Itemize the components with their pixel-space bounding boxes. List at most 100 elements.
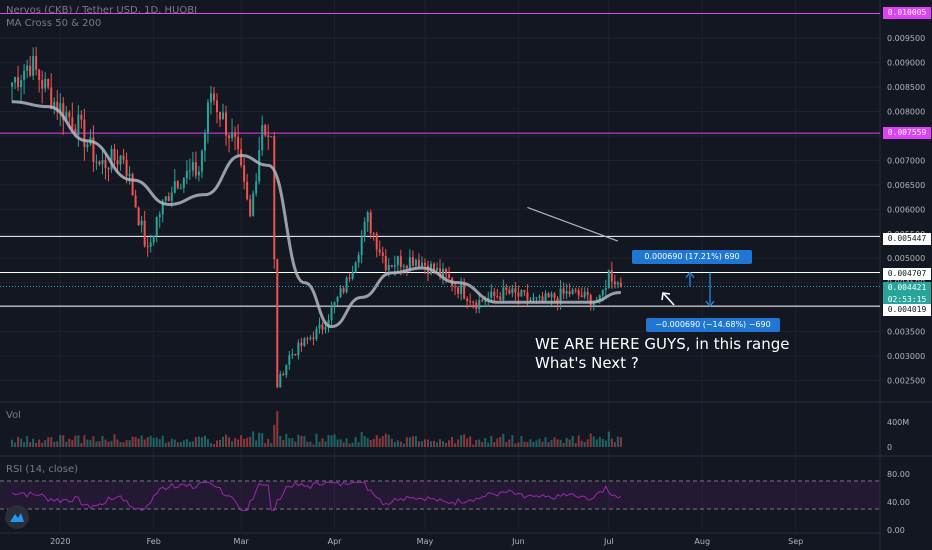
volume-bar [502, 433, 505, 447]
candle-body [185, 170, 188, 179]
volume-bar [80, 443, 83, 447]
candle-body [107, 168, 110, 170]
volume-bar [17, 436, 20, 447]
time-axis-label: Apr [328, 537, 343, 546]
candle-body [291, 353, 294, 356]
indicator-legend[interactable]: MA Cross 50 & 200 [6, 18, 102, 29]
annotation-line-1[interactable]: WE ARE HERE GUYS, in this range [535, 335, 790, 353]
candle-body [77, 114, 80, 136]
volume-bar [128, 440, 131, 447]
candle-body [215, 100, 218, 113]
candle-body [71, 117, 74, 129]
volume-bar [610, 438, 613, 447]
measure-up-box[interactable]: 0.000690 (17.21%) 690 [632, 250, 752, 264]
volume-bar [155, 437, 158, 447]
candle-body [408, 257, 411, 269]
volume-bar [499, 436, 502, 447]
volume-bar [556, 439, 559, 447]
time-axis-label: Jun [511, 537, 525, 546]
volume-bar [375, 435, 378, 447]
volume-bar [11, 439, 14, 447]
volume-bar [152, 437, 155, 447]
candle-body [209, 93, 212, 103]
volume-bar [553, 437, 556, 447]
candle-body [74, 128, 77, 136]
candle-body [285, 364, 288, 376]
candle-body [604, 287, 607, 291]
volume-bar [113, 434, 116, 447]
price-tag-current: 0.004421 [883, 282, 931, 294]
candle-body [237, 136, 240, 150]
candle-body [454, 286, 457, 288]
volume-bar [131, 436, 134, 447]
candle-body [255, 181, 258, 194]
volume-bar [574, 443, 577, 447]
candle-body [194, 162, 197, 176]
candle-body [225, 112, 228, 136]
candle-body [158, 214, 161, 218]
candle-body [439, 268, 442, 277]
volume-bar [77, 435, 80, 447]
candle-body [212, 93, 215, 101]
candle-body [240, 149, 243, 166]
candle-body [119, 155, 122, 165]
rsi-axis-label: 40.00 [887, 498, 910, 507]
volume-bar [71, 440, 74, 447]
candle-body [297, 342, 300, 356]
measure-down-box[interactable]: −0.000690 (−14.68%) −690 [646, 318, 780, 332]
candle-body [586, 291, 589, 296]
volume-bar [140, 435, 143, 447]
volume-bar [511, 435, 514, 447]
candle-body [170, 192, 173, 201]
volume-bar [56, 441, 59, 447]
volume-bar [451, 437, 454, 447]
volume-bar [279, 435, 282, 447]
volume-bar [607, 431, 610, 447]
candle-body [20, 80, 23, 88]
volume-bar [363, 435, 366, 447]
volume-bar [315, 433, 318, 447]
volume-bar [399, 441, 402, 447]
candle-body [414, 259, 417, 266]
annotation-line-2[interactable]: What's Next ? [535, 354, 639, 372]
volume-bar [119, 442, 122, 447]
volume-bar [484, 438, 487, 447]
volume-bar [490, 435, 493, 447]
volume-bar [324, 441, 327, 447]
volume-bar [209, 443, 212, 447]
candle-body [113, 148, 116, 161]
volume-bar [297, 434, 300, 447]
candle-body [264, 125, 267, 136]
candle-body [345, 277, 348, 293]
volume-bar [583, 442, 586, 447]
volume-bar [167, 441, 170, 447]
volume-bar [372, 438, 375, 447]
volume-bar [559, 439, 562, 447]
volume-bar [619, 437, 622, 447]
candle-body [405, 265, 408, 269]
candle-body [315, 328, 318, 340]
candle-body [411, 257, 414, 266]
candle-body [243, 165, 246, 182]
volume-bar [143, 439, 146, 447]
volume-bar [420, 441, 423, 447]
volume-bar [83, 435, 86, 447]
symbol-legend[interactable]: Nervos (CKB) / Tether USD, 1D, HUOBI [6, 5, 198, 16]
candle-body [68, 112, 71, 118]
candle-body [134, 195, 137, 208]
tradingview-logo-icon[interactable] [5, 505, 29, 529]
volume-bar [116, 439, 119, 447]
candle-body [279, 374, 282, 388]
candle-body [475, 302, 478, 309]
volume-axis-label: 400M [887, 418, 909, 427]
candle-body [131, 173, 134, 196]
candle-body [520, 290, 523, 297]
volume-bar [442, 441, 445, 447]
volume-bar [414, 436, 417, 447]
candle-body [116, 160, 119, 165]
price-axis-label: 0.005000 [887, 254, 925, 263]
candle-body [393, 265, 396, 267]
volume-bar [505, 442, 508, 447]
candle-body [234, 132, 237, 137]
